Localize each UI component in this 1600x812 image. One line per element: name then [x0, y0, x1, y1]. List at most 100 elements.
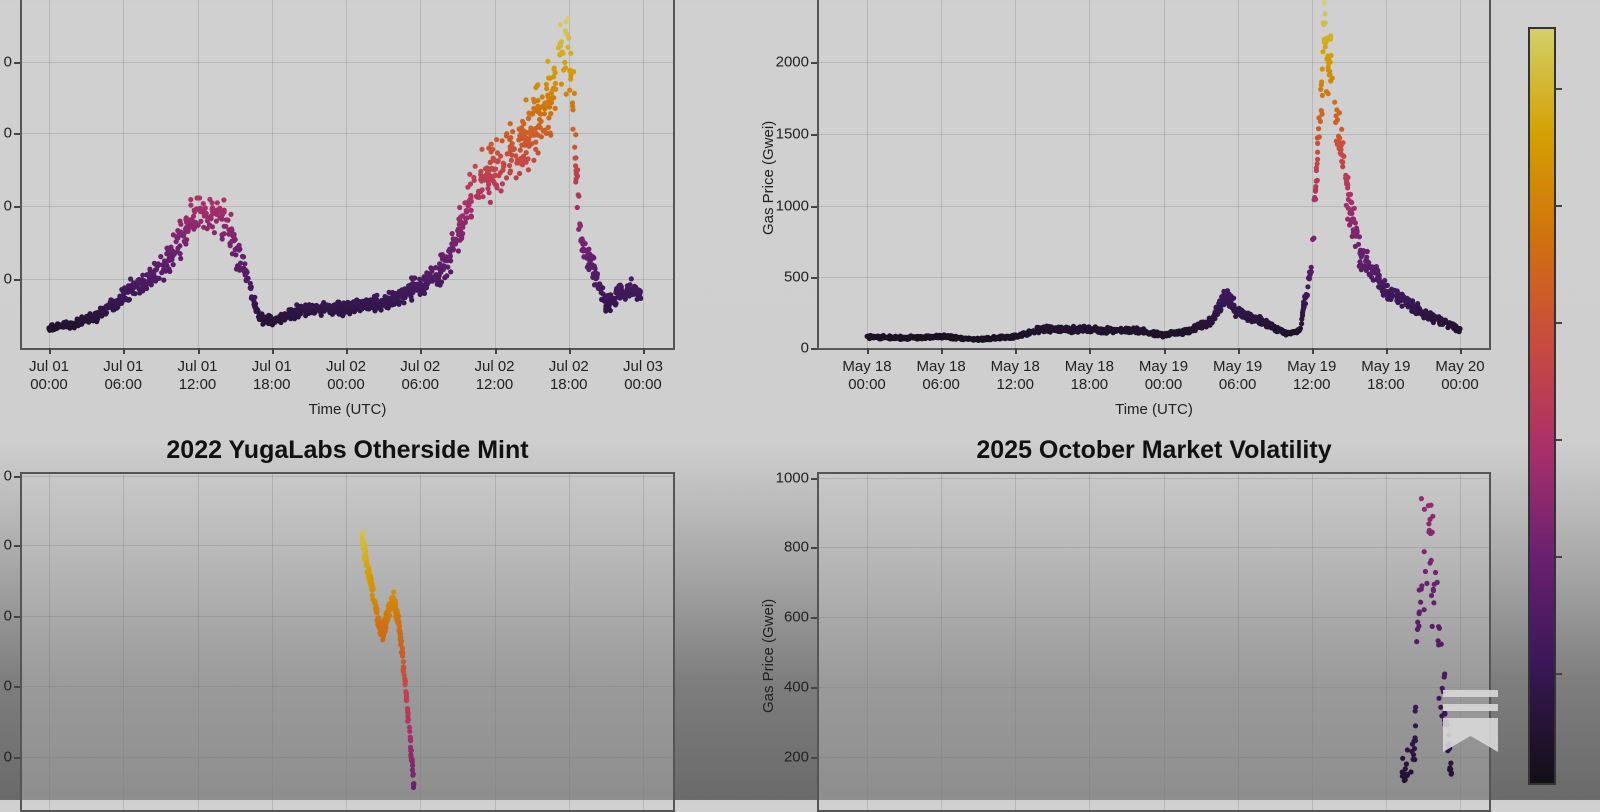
x-axis-label: Time (UTC) [1115, 401, 1193, 418]
bookmark-logo-icon[interactable] [1443, 690, 1498, 752]
gridline [643, 0, 644, 348]
gridline [1163, 0, 1165, 348]
x-tick-label: May 19 18:00 [1361, 358, 1411, 393]
y-tick-mark [14, 545, 20, 547]
y-tick-mark [811, 62, 817, 64]
gridline [494, 474, 496, 810]
x-tick-mark [494, 348, 497, 354]
chart-panel-bottom-right: 2025 October Market Volatility Gas Price… [750, 430, 1500, 800]
gridline [1385, 474, 1387, 810]
gridline [49, 0, 50, 348]
gridline [420, 474, 422, 810]
gridline [1089, 0, 1091, 348]
y-tick-label: 2000 [775, 53, 809, 71]
y-tick-label: 0 [3, 536, 12, 554]
y-tick-mark [811, 277, 817, 279]
colorbar-tick [1556, 673, 1562, 675]
plot-area [817, 0, 1491, 350]
y-tick-label: 0 [3, 53, 12, 71]
gridline [819, 62, 1489, 63]
gridline [1311, 0, 1313, 348]
y-tick-mark [811, 687, 817, 689]
gridline [22, 62, 673, 63]
x-tick-label: May 18 00:00 [842, 358, 892, 393]
gridline [22, 616, 673, 617]
y-tick-mark [14, 62, 20, 64]
gridline [22, 476, 673, 477]
x-tick-mark [197, 348, 200, 354]
gridline [819, 134, 1489, 135]
x-tick-label: Jul 02 18:00 [548, 358, 589, 393]
x-tick-label: May 18 12:00 [990, 358, 1040, 393]
y-tick-label: 0 [3, 467, 12, 485]
colorbar-tick [1556, 322, 1562, 324]
y-tick-mark [14, 616, 20, 618]
gridline [941, 0, 943, 348]
colorbar-tick [1556, 439, 1562, 441]
gridline [568, 0, 570, 348]
gridline [819, 757, 1489, 758]
y-tick-mark [14, 476, 20, 478]
colorbar [1528, 27, 1556, 785]
plot-area [817, 472, 1491, 812]
y-tick-label: 0 [800, 339, 809, 357]
gridline [1237, 0, 1239, 348]
y-tick-label: 0 [3, 677, 12, 695]
y-tick-label: 400 [783, 678, 809, 696]
y-tick-label: 200 [783, 748, 809, 766]
gridline [1311, 474, 1313, 810]
gridline [941, 474, 943, 810]
chart-panel-bottom-left: 2022 YugaLabs Otherside Mint [0, 430, 700, 800]
gridline [568, 474, 570, 810]
gridline [819, 547, 1489, 548]
y-tick-mark [14, 757, 20, 759]
gridline [22, 279, 673, 280]
y-tick-mark [811, 757, 817, 759]
y-tick-mark [811, 348, 817, 350]
x-tick-mark [568, 348, 571, 354]
gridline [1015, 0, 1017, 348]
gridline [819, 687, 1489, 688]
y-tick-label: 500 [783, 268, 809, 286]
y-tick-mark [811, 478, 817, 480]
chart-title: 2025 October Market Volatility [976, 436, 1332, 464]
gridline [819, 478, 1489, 479]
colorbar-tick [1556, 205, 1562, 207]
x-tick-label: May 19 12:00 [1287, 358, 1337, 393]
x-tick-mark [867, 348, 869, 354]
x-tick-label: Jul 01 12:00 [177, 358, 218, 393]
x-tick-label: Jul 02 06:00 [400, 358, 441, 393]
gridline [346, 0, 347, 348]
y-tick-label: 1000 [775, 469, 809, 487]
x-tick-mark [1089, 348, 1092, 354]
gridline [867, 0, 868, 348]
gridline [819, 348, 1489, 349]
x-tick-mark [271, 348, 274, 354]
x-tick-label: May 20 00:00 [1435, 358, 1485, 393]
chart-title: 2022 YugaLabs Otherside Mint [166, 436, 529, 464]
gridline [1385, 0, 1387, 348]
x-tick-label: Jul 02 00:00 [325, 358, 367, 393]
gridline [197, 0, 199, 348]
gridline [1460, 474, 1461, 810]
y-tick-mark [811, 617, 817, 619]
gridline [1237, 474, 1239, 810]
gridline [22, 133, 673, 134]
gridline [346, 474, 347, 810]
gridline [867, 474, 868, 810]
y-tick-label: 1000 [775, 197, 809, 215]
x-tick-label: Jul 01 06:00 [103, 358, 144, 393]
y-tick-label: 0 [3, 197, 12, 215]
y-tick-mark [14, 279, 20, 281]
gridline [22, 206, 673, 207]
y-tick-label: 0 [3, 607, 12, 625]
y-tick-mark [811, 206, 817, 208]
gridline [643, 474, 644, 810]
gridline [22, 757, 673, 758]
gridline [420, 0, 422, 348]
plot-area [20, 472, 675, 812]
x-tick-label: Jul 01 18:00 [251, 358, 292, 393]
chart-panel-top-right: Gas Price (Gwei) Time (UTC) [0, 0, 1500, 430]
y-tick-mark [14, 206, 20, 208]
gridline [819, 617, 1489, 618]
